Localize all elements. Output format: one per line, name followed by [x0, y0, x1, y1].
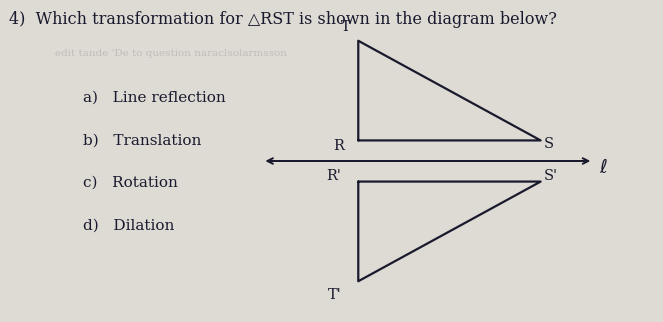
Text: b)   Translation: b) Translation [83, 133, 202, 147]
Text: T: T [341, 20, 351, 34]
Text: d)   Dilation: d) Dilation [83, 219, 174, 233]
Text: T': T' [328, 288, 341, 302]
Text: S: S [544, 137, 554, 151]
Text: $\ell$: $\ell$ [599, 158, 608, 177]
Text: edit tande 'De to question naraclsolarmsson: edit tande 'De to question naraclsolarms… [55, 49, 287, 58]
Text: R': R' [326, 169, 341, 183]
Text: S': S' [544, 169, 558, 183]
Text: 4)  Which transformation for △RST is shown in the diagram below?: 4) Which transformation for △RST is show… [9, 11, 557, 28]
Text: R: R [333, 139, 344, 153]
Text: a)   Line reflection: a) Line reflection [83, 91, 226, 105]
Text: c)   Rotation: c) Rotation [83, 176, 178, 190]
